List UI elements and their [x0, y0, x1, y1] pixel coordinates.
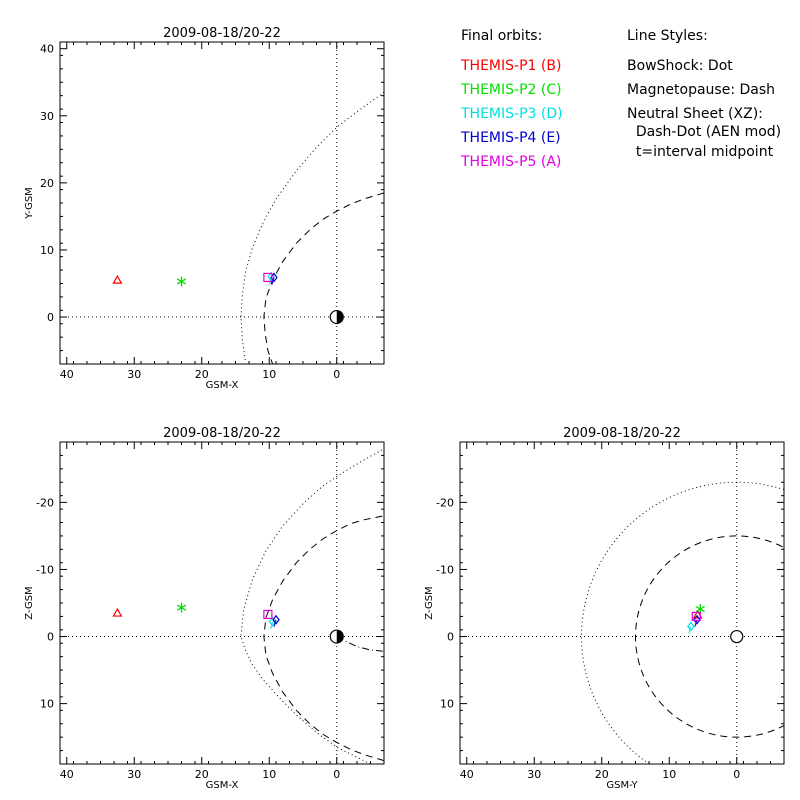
probe-marker-themis-p5: [263, 272, 273, 283]
y-tick-label: -10: [436, 563, 454, 576]
legend-style-neutral-sheet: Neutral Sheet (XZ):: [627, 106, 763, 122]
earth-night-side: [336, 630, 344, 644]
yz-plot: 2009-08-18/20-22 40 30 20 10 0 10 0 -10 -20 GSM-Y Z…: [424, 426, 785, 791]
plot-title: 2009-08-18/20-22: [563, 426, 681, 441]
legend-style-midpoint: t=interval midpoint: [627, 144, 774, 160]
y-tick-label: -20: [436, 496, 454, 509]
probe-marker-themis-p1: [692, 609, 703, 619]
legend-probe-p2: THEMIS-P2 (C): [460, 82, 562, 98]
x-tick-label: 0: [333, 368, 340, 381]
y-tick-label: 0: [47, 311, 54, 324]
legend-styles-title: Line Styles:: [627, 28, 708, 44]
asterisk-stroke: [695, 605, 705, 613]
x-tick-label: 40: [60, 368, 74, 381]
x-tick-label: 20: [195, 768, 209, 781]
probe-marker-themis-p3: [268, 616, 277, 627]
plot-area: [60, 442, 384, 764]
x-tick-label: 30: [527, 768, 541, 781]
plot-area: [460, 442, 784, 764]
asterisk-stroke: [176, 278, 187, 285]
legend-style-bowshock: BowShock: Dot: [627, 58, 733, 74]
bowshock-circle: [581, 481, 784, 764]
y-tick-label: -20: [36, 496, 54, 509]
y-axis-label: Z-GSM: [424, 586, 435, 619]
y-tick-label: 10: [40, 698, 54, 711]
x-tick-label: 20: [595, 768, 609, 781]
probe-marker-themis-p3: [687, 621, 695, 632]
x-tick-label: 30: [127, 368, 141, 381]
x-tick-label: 40: [60, 768, 74, 781]
legend-probe-p1: THEMIS-P1 (B): [460, 58, 561, 74]
legend-style-magnetopause: Magnetopause: Dash: [627, 82, 775, 98]
y-axis-label: Z-GSM: [24, 586, 35, 619]
x-tick-label: 0: [733, 768, 740, 781]
plot-title: 2009-08-18/20-22: [163, 426, 281, 441]
probe-marker-themis-p2: [176, 276, 187, 287]
probe-marker-themis-p3-trace: [270, 621, 274, 629]
bowshock-curve: [240, 448, 384, 764]
legend: Final orbits: THEMIS-P1 (B) THEMIS-P2 (C…: [460, 28, 781, 170]
y-tick-label: 0: [447, 631, 454, 644]
plot-title: 2009-08-18/20-22: [163, 26, 281, 41]
y-tick-label: 10: [440, 698, 454, 711]
x-tick-label: 10: [262, 368, 276, 381]
legend-probe-p3: THEMIS-P3 (D): [460, 106, 563, 122]
probe-marker-themis-p2: [176, 602, 187, 613]
y-tick-label: 20: [40, 177, 54, 190]
probe-marker-themis-p5: [691, 611, 701, 622]
probe-marker-themis-p4-trace: [271, 277, 275, 285]
x-axis-label: GSM-Y: [606, 780, 638, 791]
x-tick-label: 30: [127, 768, 141, 781]
x-axis-label: GSM-X: [206, 380, 239, 391]
probe-marker-themis-p1: [112, 274, 123, 284]
earth-icon: [730, 629, 744, 644]
plot-frame: [59, 441, 385, 765]
legend-probe-p5: THEMIS-P5 (A): [460, 154, 561, 170]
probe-marker-themis-p1: [112, 607, 123, 617]
y-tick-label: 30: [40, 110, 54, 123]
y-tick-label: 0: [47, 631, 54, 644]
y-tick-label: -10: [36, 563, 54, 576]
neutralsheet-curve: [336, 636, 384, 652]
legend-style-dashdot: Dash-Dot (AEN mod): [627, 124, 781, 140]
y-tick-label: 10: [40, 244, 54, 257]
magnetopause-circle: [635, 535, 784, 738]
magnetopause-curve: [263, 515, 384, 762]
legend-orbits-title: Final orbits:: [461, 28, 542, 44]
x-tick-label: 10: [662, 768, 676, 781]
x-tick-label: 40: [460, 768, 474, 781]
plot-area: [60, 42, 384, 364]
x-tick-label: 0: [333, 768, 340, 781]
probe-marker-themis-p3: [267, 271, 276, 282]
legend-probe-p4: THEMIS-P4 (E): [460, 130, 561, 146]
x-tick-label: 20: [195, 368, 209, 381]
magnetopause-curve: [263, 192, 384, 364]
xy-plot: 2009-08-18/20-22 40 30 20 10 0 0 10 20 30 40 GSM-X Y…: [24, 26, 385, 391]
probe-marker-themis-p5: [263, 609, 273, 620]
plot-frame: [459, 441, 785, 765]
x-axis-label: GSM-X: [206, 780, 239, 791]
probe-marker-themis-p3-trace: [688, 626, 692, 634]
asterisk-stroke: [176, 604, 187, 611]
y-tick-label: 40: [40, 43, 54, 56]
earth-night-side: [336, 310, 344, 324]
probe-marker-themis-p4: [693, 614, 701, 625]
probe-marker-themis-p4: [272, 614, 280, 625]
probe-marker-themis-p4-trace: [273, 619, 277, 627]
xz-plot: 2009-08-18/20-22 40 30 20 10 0 10 0 -10 -20 GSM-X Z…: [24, 426, 385, 791]
y-axis-label: Y-GSM: [24, 187, 35, 220]
x-tick-label: 10: [262, 768, 276, 781]
bowshock-curve: [240, 91, 384, 363]
